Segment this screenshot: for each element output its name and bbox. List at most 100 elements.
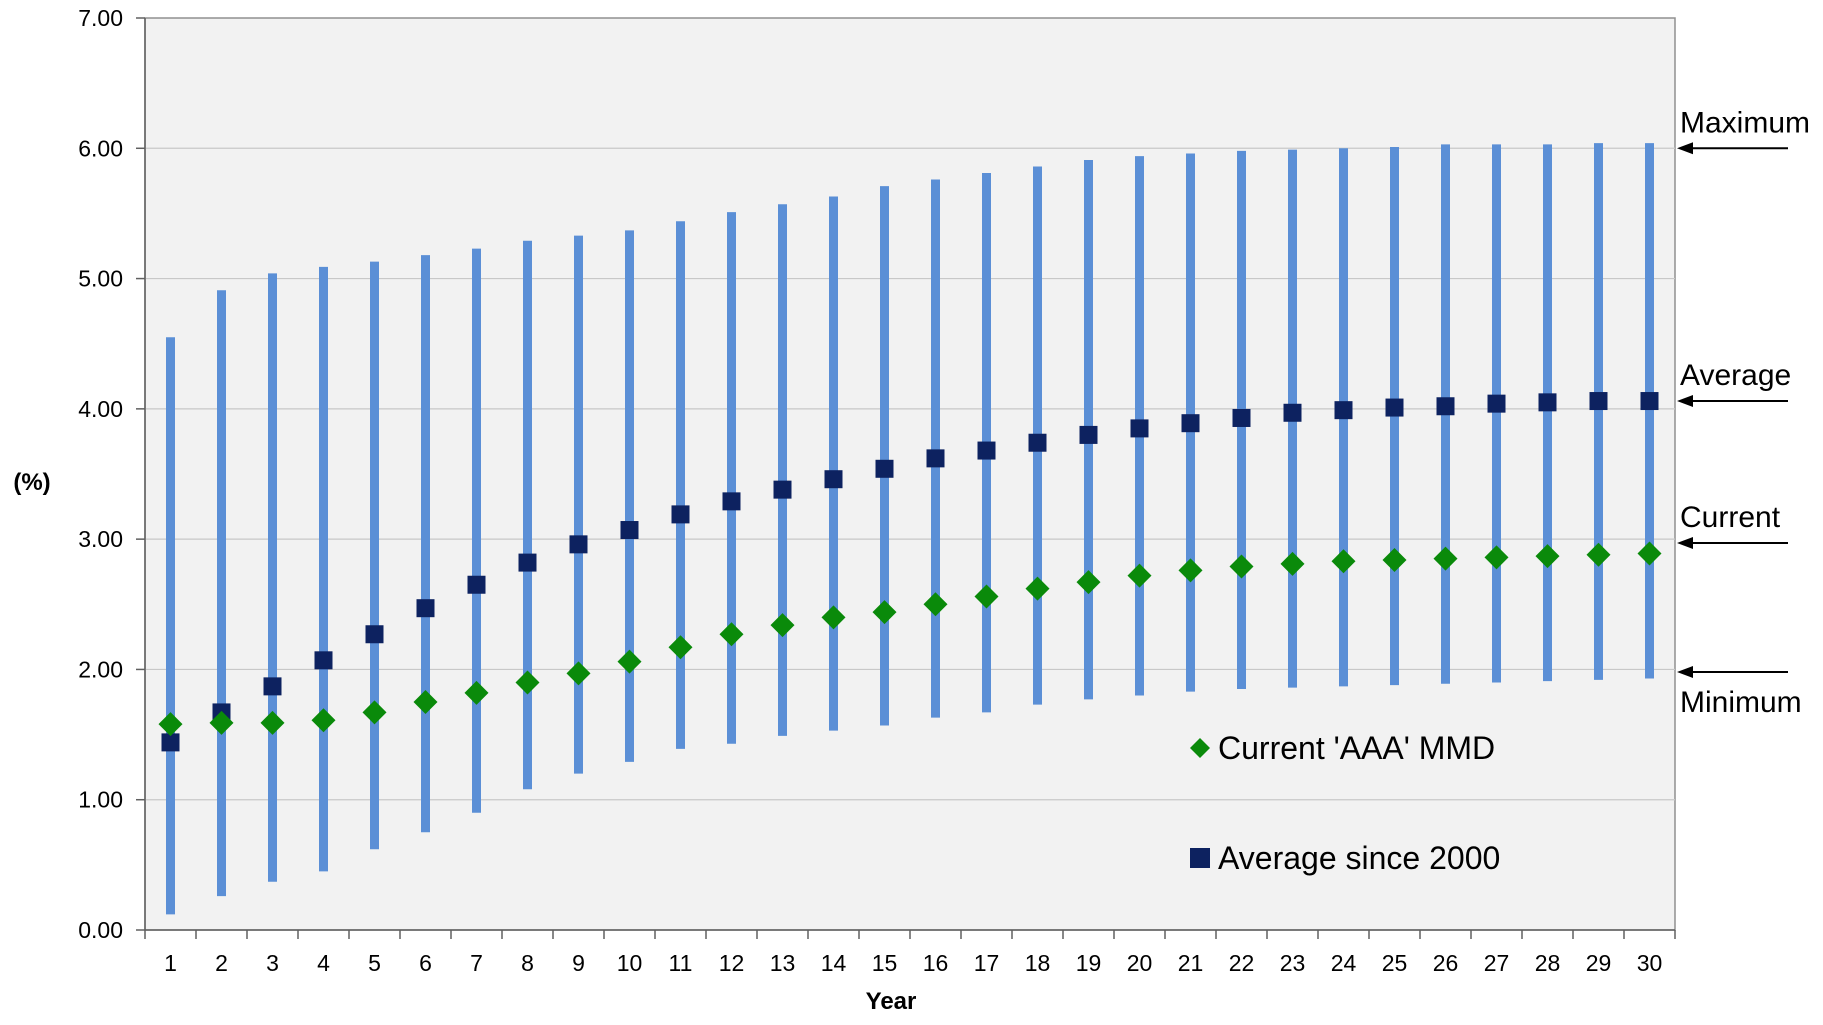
legend-label-current: Current 'AAA' MMD: [1218, 730, 1495, 766]
average-marker: [569, 535, 588, 554]
average-marker: [365, 625, 384, 644]
current-marker: [1586, 542, 1611, 567]
average-marker: [1130, 419, 1149, 438]
x-tick-label: 29: [1586, 950, 1612, 976]
average-marker: [1232, 408, 1251, 427]
x-tick-label: 26: [1433, 950, 1459, 976]
x-tick-label: 20: [1127, 950, 1153, 976]
average-marker: [1640, 392, 1659, 411]
x-tick-label: 14: [821, 950, 847, 976]
current-marker: [1382, 547, 1407, 572]
y-tick-label: 4.00: [78, 396, 123, 422]
current-marker: [158, 712, 183, 737]
annotation-arrow-head: [1677, 537, 1693, 550]
x-tick-label: 18: [1025, 950, 1051, 976]
current-marker: [1127, 563, 1152, 588]
y-tick-label: 5.00: [78, 266, 123, 292]
average-marker: [467, 575, 486, 594]
average-marker: [161, 733, 180, 752]
x-tick-label: 8: [521, 950, 534, 976]
current-marker: [413, 690, 438, 714]
current-marker: [209, 710, 234, 735]
x-tick-label: 4: [317, 950, 330, 976]
average-marker: [1028, 433, 1047, 452]
average-marker: [1079, 425, 1098, 444]
average-marker: [875, 459, 894, 478]
x-tick-label: 3: [266, 950, 279, 976]
annotation-label: Maximum: [1680, 106, 1810, 139]
x-tick-label: 30: [1637, 950, 1663, 976]
current-marker: [923, 592, 948, 617]
average-marker: [773, 480, 792, 499]
average-marker: [1283, 403, 1302, 422]
average-marker: [1385, 398, 1404, 417]
current-marker: [311, 708, 336, 733]
average-marker: [1589, 392, 1608, 411]
x-tick-label: 7: [470, 950, 483, 976]
x-tick-label: 1: [164, 950, 177, 976]
current-marker: [617, 649, 642, 674]
current-marker: [821, 605, 846, 630]
annotation-arrow-head: [1677, 395, 1693, 408]
x-tick-label: 21: [1178, 950, 1204, 976]
x-tick-label: 25: [1382, 950, 1408, 976]
average-marker: [1436, 397, 1455, 416]
current-marker: [260, 710, 285, 735]
plot-area: [144, 17, 1676, 931]
current-marker: [362, 700, 387, 725]
x-tick-label: 16: [923, 950, 949, 976]
x-axis-label: Year: [866, 988, 917, 1015]
current-marker: [464, 680, 489, 705]
annotation-label: Current: [1680, 501, 1781, 534]
y-tick-label: 2.00: [78, 656, 123, 682]
x-tick-label: 23: [1280, 950, 1306, 976]
average-marker: [620, 521, 639, 540]
current-marker: [1280, 551, 1305, 576]
legend-swatch-average: [1190, 848, 1210, 868]
current-marker: [515, 670, 540, 695]
x-tick-label: 27: [1484, 950, 1510, 976]
average-marker: [824, 470, 843, 489]
annotation-label: Minimum: [1680, 686, 1802, 719]
average-marker: [1487, 394, 1506, 413]
annotation-arrow-head: [1677, 142, 1693, 155]
annotation-label: Average: [1680, 359, 1791, 392]
average-marker: [314, 651, 333, 670]
y-tick-label: 7.00: [78, 5, 123, 31]
legend-swatch-current: [1190, 738, 1210, 758]
current-marker: [1331, 549, 1356, 574]
x-tick-label: 15: [872, 950, 898, 976]
current-marker: [566, 661, 591, 686]
x-tick-label: 2: [215, 950, 228, 976]
average-marker: [263, 677, 282, 696]
average-marker: [977, 441, 996, 460]
y-tick-label: 1.00: [78, 787, 123, 813]
current-marker: [1076, 570, 1101, 595]
x-tick-label: 22: [1229, 950, 1255, 976]
x-tick-label: 6: [419, 950, 432, 976]
x-tick-label: 13: [770, 950, 796, 976]
current-marker: [1637, 541, 1662, 566]
current-marker: [974, 584, 999, 609]
average-marker: [1538, 393, 1557, 412]
average-marker: [518, 553, 537, 572]
current-marker: [770, 613, 795, 638]
y-axis-label: (%): [13, 469, 50, 496]
average-marker: [1181, 414, 1200, 433]
current-marker: [1025, 576, 1050, 601]
current-marker: [1433, 546, 1458, 571]
y-tick-label: 6.00: [78, 135, 123, 161]
current-marker: [719, 622, 744, 647]
current-marker: [872, 600, 897, 625]
average-marker: [722, 492, 741, 511]
x-tick-label: 12: [719, 950, 745, 976]
legend-label-average: Average since 2000: [1218, 840, 1500, 876]
current-marker: [1484, 545, 1509, 570]
current-marker: [1178, 558, 1203, 583]
x-tick-label: 24: [1331, 950, 1357, 976]
current-marker: [668, 635, 693, 660]
x-tick-label: 11: [669, 950, 693, 976]
average-marker: [1334, 401, 1353, 420]
